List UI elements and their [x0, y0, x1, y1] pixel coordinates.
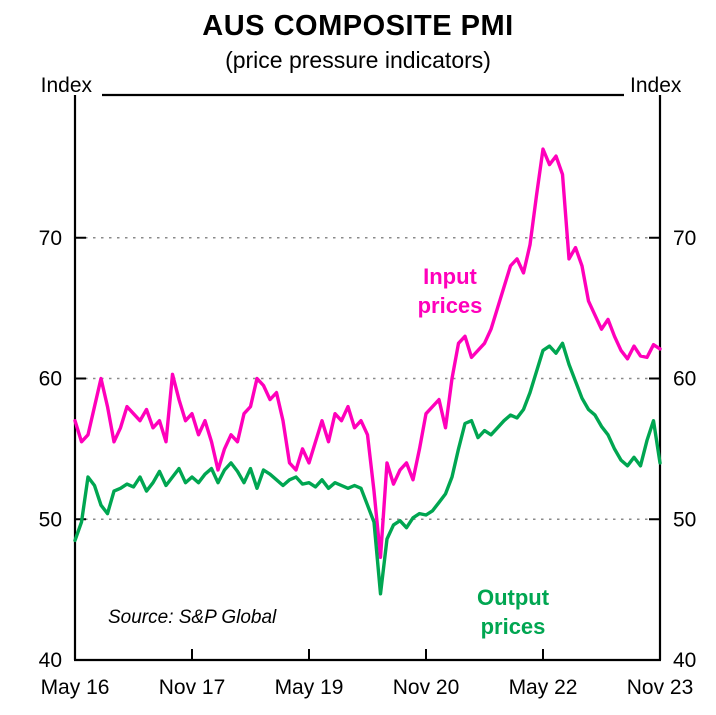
x-tick-label: May 22 [509, 676, 578, 699]
y-tick-label-right: 40 [673, 649, 696, 672]
y-tick-label-left: 50 [39, 508, 62, 531]
y-tick-label-left: 70 [39, 227, 62, 250]
x-tick-label: Nov 23 [627, 676, 694, 699]
series-line-output-prices [73, 341, 662, 596]
series-label-input-prices: Input prices [417, 264, 483, 318]
y-tick-label-right: 70 [673, 227, 696, 250]
series-label-output-prices: Output prices [476, 585, 550, 639]
y-tick-label-left: 60 [39, 368, 62, 391]
x-tick-label: Nov 20 [393, 676, 460, 699]
series-line-input-prices [73, 147, 662, 559]
y-tick-label-right: 50 [673, 508, 696, 531]
chart-title: AUS COMPOSITE PMI [202, 10, 514, 42]
chart-subtitle: (price pressure indicators) [225, 47, 491, 73]
y-tick-label-left: 40 [39, 649, 62, 672]
x-tick-label: May 16 [41, 676, 110, 699]
y-axis-unit-left: Index [41, 74, 93, 97]
y-tick-label-right: 60 [673, 368, 696, 391]
y-axis-unit-right: Index [630, 74, 682, 97]
x-tick-label: May 19 [275, 676, 344, 699]
source-note: Source: S&P Global [108, 607, 277, 628]
x-tick-label: Nov 17 [159, 676, 226, 699]
